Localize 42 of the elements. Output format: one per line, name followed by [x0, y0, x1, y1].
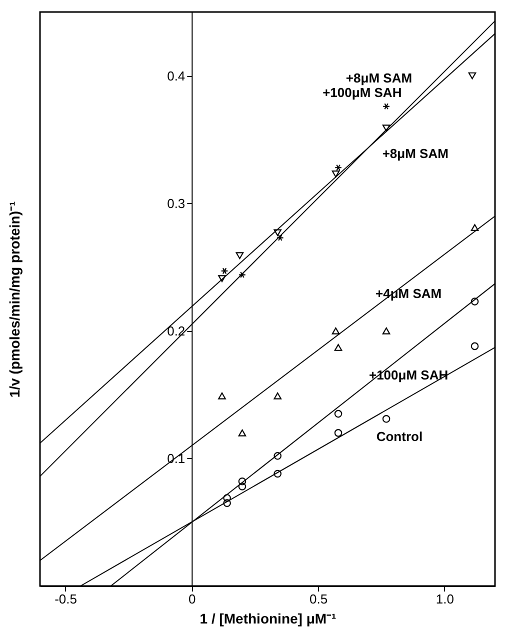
- annotation: +8μM SAM: [382, 146, 448, 161]
- annotation: +100μM SAH: [322, 84, 402, 100]
- point: [218, 392, 226, 400]
- point: [238, 478, 246, 486]
- point: [382, 124, 390, 132]
- point: [218, 275, 226, 282]
- point: [470, 224, 479, 232]
- point: [274, 229, 282, 236]
- point: [382, 103, 390, 110]
- x-tick-label: 1.0: [436, 592, 454, 606]
- x-tick-label: 0: [188, 592, 196, 606]
- point: [236, 252, 244, 260]
- y-axis-title: 1/v (pmoles/min/mg protein)⁻¹: [6, 200, 22, 398]
- point: [223, 499, 231, 507]
- point: [382, 415, 390, 423]
- x-tick-label: 0.5: [310, 592, 328, 606]
- y-tick-label: 0.2: [167, 323, 186, 338]
- point: [334, 429, 342, 437]
- point: [334, 164, 342, 171]
- point: [334, 344, 342, 351]
- point: [470, 298, 479, 306]
- point: [220, 268, 228, 274]
- annotation: Control: [376, 428, 423, 444]
- x-tick-label: -0.5: [54, 592, 77, 606]
- point: [238, 429, 246, 436]
- annotation: +8μM SAM: [346, 70, 412, 86]
- point: [276, 234, 284, 242]
- point: [382, 327, 390, 334]
- point: [468, 72, 476, 80]
- x-axis-title: 1 / [Methionine] μM⁻¹: [200, 610, 337, 626]
- point: [238, 482, 246, 490]
- point: [274, 470, 282, 478]
- point: [332, 170, 340, 178]
- point: [223, 494, 231, 502]
- point: [470, 342, 479, 350]
- point: [274, 392, 282, 400]
- y-tick-label: 0.4: [167, 68, 186, 84]
- point: [334, 410, 342, 418]
- point: [332, 327, 340, 334]
- point: [238, 271, 246, 278]
- point: [274, 452, 282, 460]
- y-tick-label: 0.3: [167, 196, 186, 211]
